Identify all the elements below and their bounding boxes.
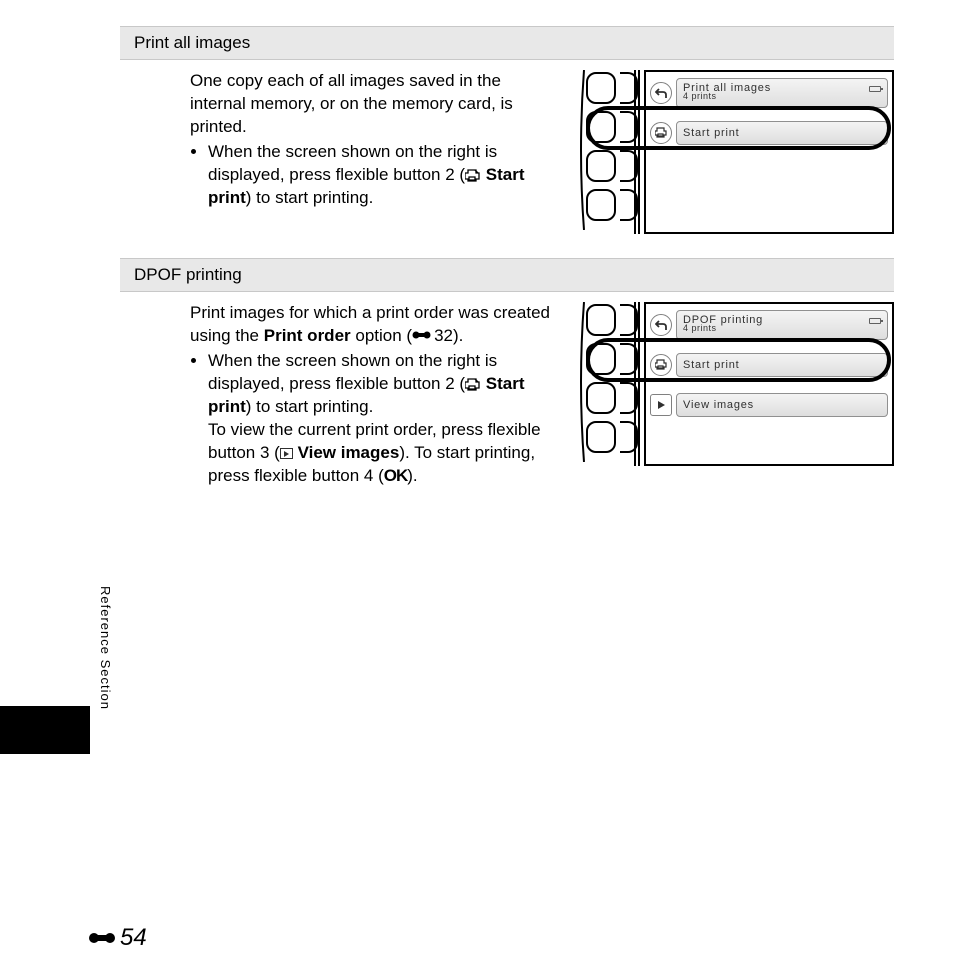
lcd-start-label: Start print: [683, 359, 740, 371]
section1-text: One copy each of all images saved in the…: [190, 70, 560, 240]
section-body-dpof: Print images for which a print order was…: [190, 292, 894, 506]
flex-button-2: [586, 111, 616, 143]
bullet-text: When the screen shown on the right is di…: [208, 142, 497, 184]
flex-button-1: [586, 72, 616, 104]
advance-icon: [412, 329, 432, 341]
side-tab-marker: [0, 706, 90, 754]
battery-icon: [869, 318, 881, 324]
flex-button-4: [586, 189, 616, 221]
flex-button-3: [586, 150, 616, 182]
lcd-divider: [634, 70, 636, 234]
b1-pre: When the screen shown on the right is di…: [208, 351, 497, 393]
lcd-divider: [634, 302, 636, 466]
bullet-text-end: ) to start printing.: [246, 188, 374, 207]
section-header-dpof: DPOF printing: [120, 258, 894, 292]
lcd-screen-2: DPOF printing 4 prints Start print Vi: [644, 302, 894, 466]
flex-buttons-col: [574, 72, 626, 228]
b2-end: ).: [407, 466, 417, 485]
para-ref: 32).: [434, 326, 463, 345]
para-bold: Print order: [264, 326, 351, 345]
play-icon: [650, 394, 672, 416]
section2-bullet: When the screen shown on the right is di…: [208, 350, 560, 488]
flex-buttons-col: [574, 304, 626, 460]
advance-icon: [88, 930, 118, 946]
printer-icon: [650, 354, 672, 376]
lcd-screen-1: Print all images 4 prints Start print: [644, 70, 894, 234]
para-post: option (: [351, 326, 412, 345]
lcd-count: 4 prints: [683, 91, 717, 101]
lcd-title-row: DPOF printing 4 prints: [676, 310, 888, 340]
back-icon: [650, 314, 672, 336]
flex-button-3: [586, 382, 616, 414]
section1-para: One copy each of all images saved in the…: [190, 71, 513, 136]
lcd-illustration-2: DPOF printing 4 prints Start print Vi: [574, 302, 894, 472]
lcd-view-label: View images: [683, 399, 754, 411]
back-icon: [650, 82, 672, 104]
page-number-text: 54: [120, 924, 147, 952]
printer-icon: [650, 122, 672, 144]
flex-button-1: [586, 304, 616, 336]
section2-text: Print images for which a print order was…: [190, 302, 560, 488]
ok-icon: OK: [384, 466, 408, 485]
battery-icon: [869, 86, 881, 92]
lcd-start-row: Start print: [676, 353, 888, 377]
lcd-start-label: Start print: [683, 127, 740, 139]
b1-post: ) to start printing.: [246, 397, 374, 416]
flex-button-4: [586, 421, 616, 453]
lcd-title-row: Print all images 4 prints: [676, 78, 888, 108]
b2-bold: View images: [298, 443, 400, 462]
lcd-view-row: View images: [676, 393, 888, 417]
section-header-print-all: Print all images: [120, 26, 894, 60]
lcd-count: 4 prints: [683, 323, 717, 333]
side-label: Reference Section: [98, 586, 113, 710]
lcd-start-row: Start print: [676, 121, 888, 145]
play-icon: [280, 448, 293, 459]
printer-icon: [465, 168, 481, 182]
section-body-print-all: One copy each of all images saved in the…: [190, 60, 894, 258]
flex-button-2: [586, 343, 616, 375]
page-number: 54: [88, 924, 147, 952]
lcd-illustration-1: Print all images 4 prints Start print: [574, 70, 894, 240]
section1-bullet: When the screen shown on the right is di…: [208, 141, 560, 210]
printer-icon: [465, 377, 481, 391]
